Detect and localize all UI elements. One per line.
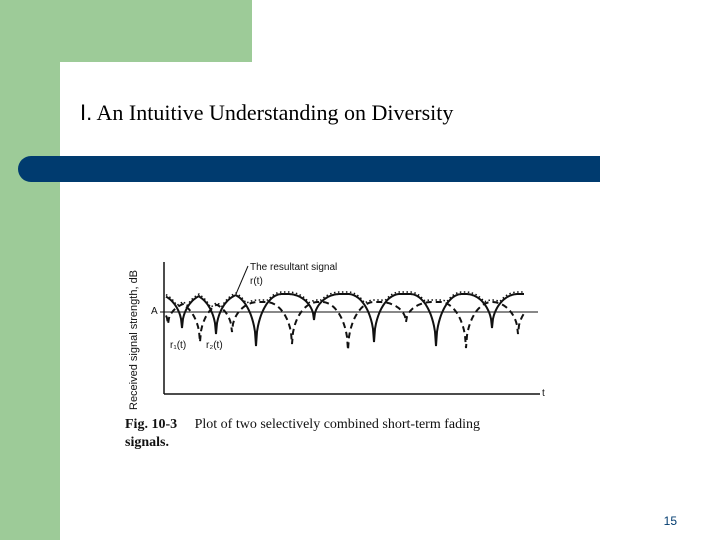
x-axis-label: t xyxy=(542,388,545,399)
caption-figure-number: Fig. 10-3 xyxy=(125,417,178,432)
caption-continuation: signals. xyxy=(125,435,169,450)
slide-title: I. An Intuitive Understanding on Diversi… xyxy=(80,100,453,126)
title-divider-bar xyxy=(18,156,600,182)
figure-caption: Fig. 10-3 Plot of two selectively combin… xyxy=(125,416,545,452)
title-prefix: I. xyxy=(80,100,93,125)
r1-signal-curve xyxy=(165,293,524,347)
fading-figure: Received signal strength, dB A t The res… xyxy=(120,250,560,460)
y-axis-label: Received signal strength, dB xyxy=(128,269,140,410)
level-label: A xyxy=(151,306,158,317)
r1-label: r₁(t) xyxy=(170,340,187,351)
caption-text: Plot of two selectively combined short-t… xyxy=(194,417,480,432)
green-left-band xyxy=(0,0,60,540)
resultant-label-symbol: r(t) xyxy=(250,276,263,287)
resultant-signal-curve xyxy=(165,291,524,309)
slide-number: 15 xyxy=(663,514,677,528)
content-corner xyxy=(60,62,100,102)
resultant-label: The resultant signal xyxy=(250,262,338,273)
fading-plot xyxy=(160,262,540,395)
r2-label: r₂(t) xyxy=(206,340,223,351)
resultant-pointer xyxy=(235,265,249,295)
r2-signal-curve xyxy=(165,301,525,351)
title-text: An Intuitive Understanding on Diversity xyxy=(96,100,454,125)
